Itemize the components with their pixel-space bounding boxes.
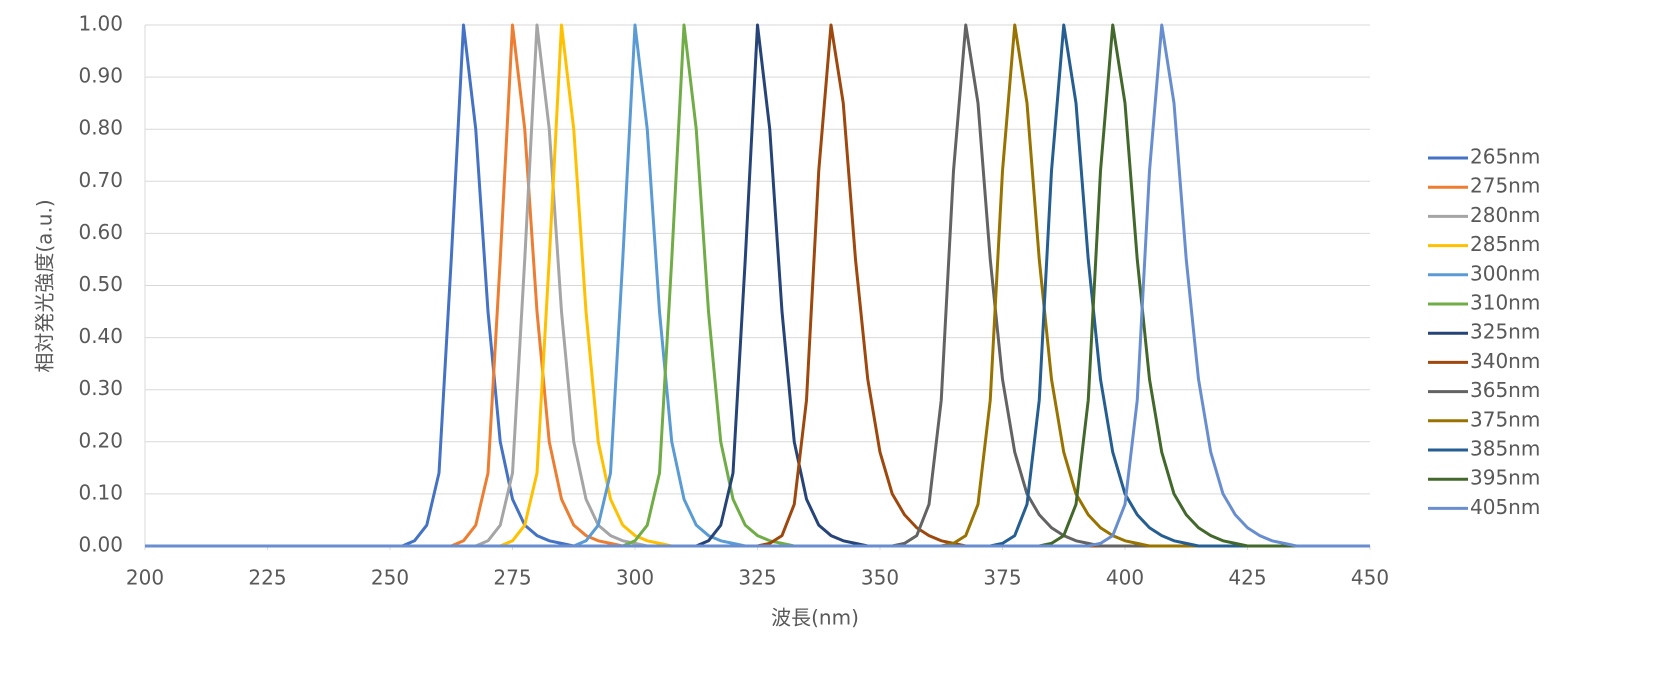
legend-label: 265nm <box>1470 145 1540 169</box>
legend-label: 340nm <box>1470 349 1540 373</box>
x-tick-label: 400 <box>1106 566 1144 590</box>
legend-label: 375nm <box>1470 407 1540 431</box>
legend-label: 395nm <box>1470 466 1540 490</box>
x-tick-label: 425 <box>1228 566 1266 590</box>
y-tick-label: 0.00 <box>78 533 123 557</box>
legend-label: 300nm <box>1470 261 1540 285</box>
legend-label: 280nm <box>1470 203 1540 227</box>
x-tick-label: 225 <box>248 566 286 590</box>
x-tick-label: 275 <box>493 566 531 590</box>
y-tick-label: 0.40 <box>78 324 123 348</box>
x-tick-label: 325 <box>738 566 776 590</box>
series-line <box>145 23 1370 548</box>
y-tick-label: 0.60 <box>78 220 123 244</box>
y-tick-label: 0.80 <box>78 116 123 140</box>
y-tick-label: 0.70 <box>78 168 123 192</box>
x-tick-label: 250 <box>371 566 409 590</box>
legend-label: 310nm <box>1470 291 1540 315</box>
x-tick-label: 200 <box>126 566 164 590</box>
legend-label: 385nm <box>1470 437 1540 461</box>
legend-label: 275nm <box>1470 174 1540 198</box>
legend-label: 325nm <box>1470 320 1540 344</box>
legend-label: 365nm <box>1470 378 1540 402</box>
legend-label: 405nm <box>1470 495 1540 519</box>
x-axis-title: 波長(nm) <box>771 606 859 630</box>
y-tick-label: 0.50 <box>78 272 123 296</box>
y-tick-label: 1.00 <box>78 12 123 36</box>
legend-label: 285nm <box>1470 232 1540 256</box>
y-tick-label: 0.10 <box>78 480 123 504</box>
x-tick-label: 350 <box>861 566 899 590</box>
y-tick-label: 0.90 <box>78 64 123 88</box>
y-tick-label: 0.20 <box>78 428 123 452</box>
x-tick-label: 300 <box>616 566 654 590</box>
y-tick-label: 0.30 <box>78 376 123 400</box>
y-axis-title: 相対発光強度(a.u.) <box>33 199 57 372</box>
x-tick-label: 375 <box>983 566 1021 590</box>
x-tick-label: 450 <box>1351 566 1389 590</box>
